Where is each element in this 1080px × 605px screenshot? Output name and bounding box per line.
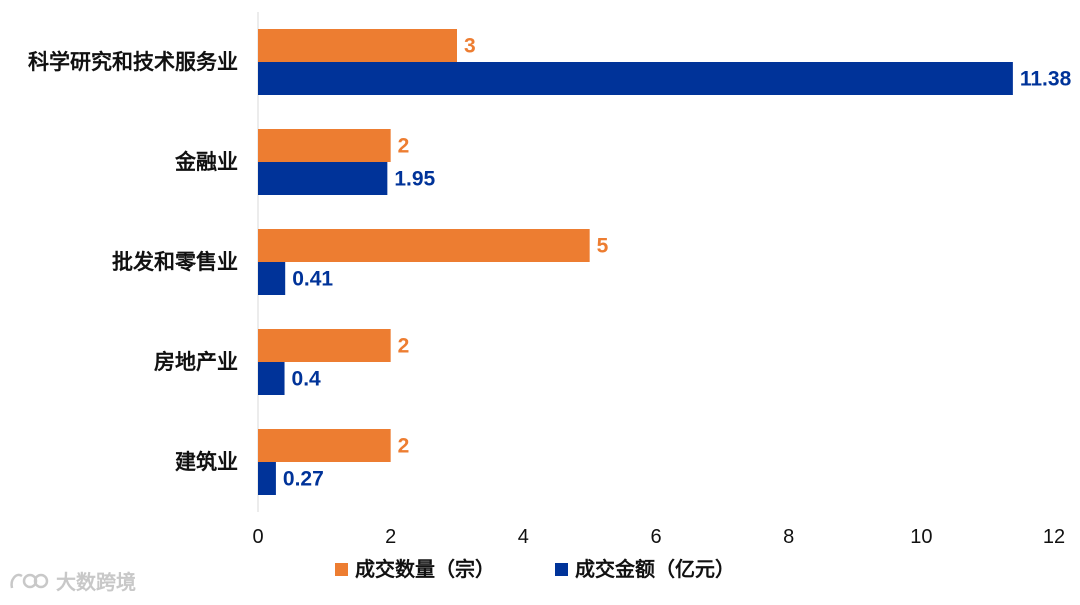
- data-label: 1.95: [394, 168, 435, 191]
- bar-amount: [258, 362, 285, 395]
- bar-count: [258, 429, 391, 462]
- data-label: 0.41: [292, 268, 333, 291]
- bar-count: [258, 229, 590, 262]
- legend-label: 成交数量（宗）: [355, 557, 495, 581]
- x-tick-label: 10: [910, 526, 932, 548]
- x-tick-label: 8: [783, 526, 794, 548]
- bar-amount: [258, 462, 276, 495]
- data-label: 0.4: [292, 368, 322, 391]
- data-label: 5: [597, 235, 609, 258]
- x-tick-label: 12: [1043, 526, 1065, 548]
- data-label: 3: [464, 35, 476, 58]
- data-label: 11.38: [1020, 68, 1072, 91]
- category-label: 科学研究和技术服务业: [28, 50, 238, 74]
- brand-logo-icon: [10, 573, 49, 588]
- x-tick-label: 6: [650, 526, 661, 548]
- category-label: 房地产业: [154, 350, 238, 374]
- legend-swatch: [555, 563, 568, 576]
- bar-count: [258, 29, 457, 62]
- legend-swatch: [335, 563, 348, 576]
- bar-count: [258, 129, 391, 162]
- category-label: 建筑业: [175, 450, 238, 474]
- data-label: 2: [398, 135, 410, 158]
- data-label: 0.27: [283, 468, 324, 491]
- bar-amount: [258, 62, 1013, 95]
- bar-count: [258, 329, 391, 362]
- data-label: 2: [398, 435, 410, 458]
- bar-amount: [258, 262, 286, 295]
- watermark-text: 大数跨境: [56, 570, 136, 594]
- data-label: 2: [398, 335, 410, 358]
- x-tick-label: 4: [518, 526, 529, 548]
- watermark: 大数跨境: [8, 566, 136, 595]
- category-label: 批发和零售业: [112, 250, 238, 274]
- category-label: 金融业: [174, 150, 238, 174]
- x-tick-label: 2: [385, 526, 396, 548]
- x-tick-label: 0: [252, 526, 263, 548]
- legend-label: 成交金额（亿元）: [575, 557, 735, 581]
- bar-amount: [258, 162, 388, 195]
